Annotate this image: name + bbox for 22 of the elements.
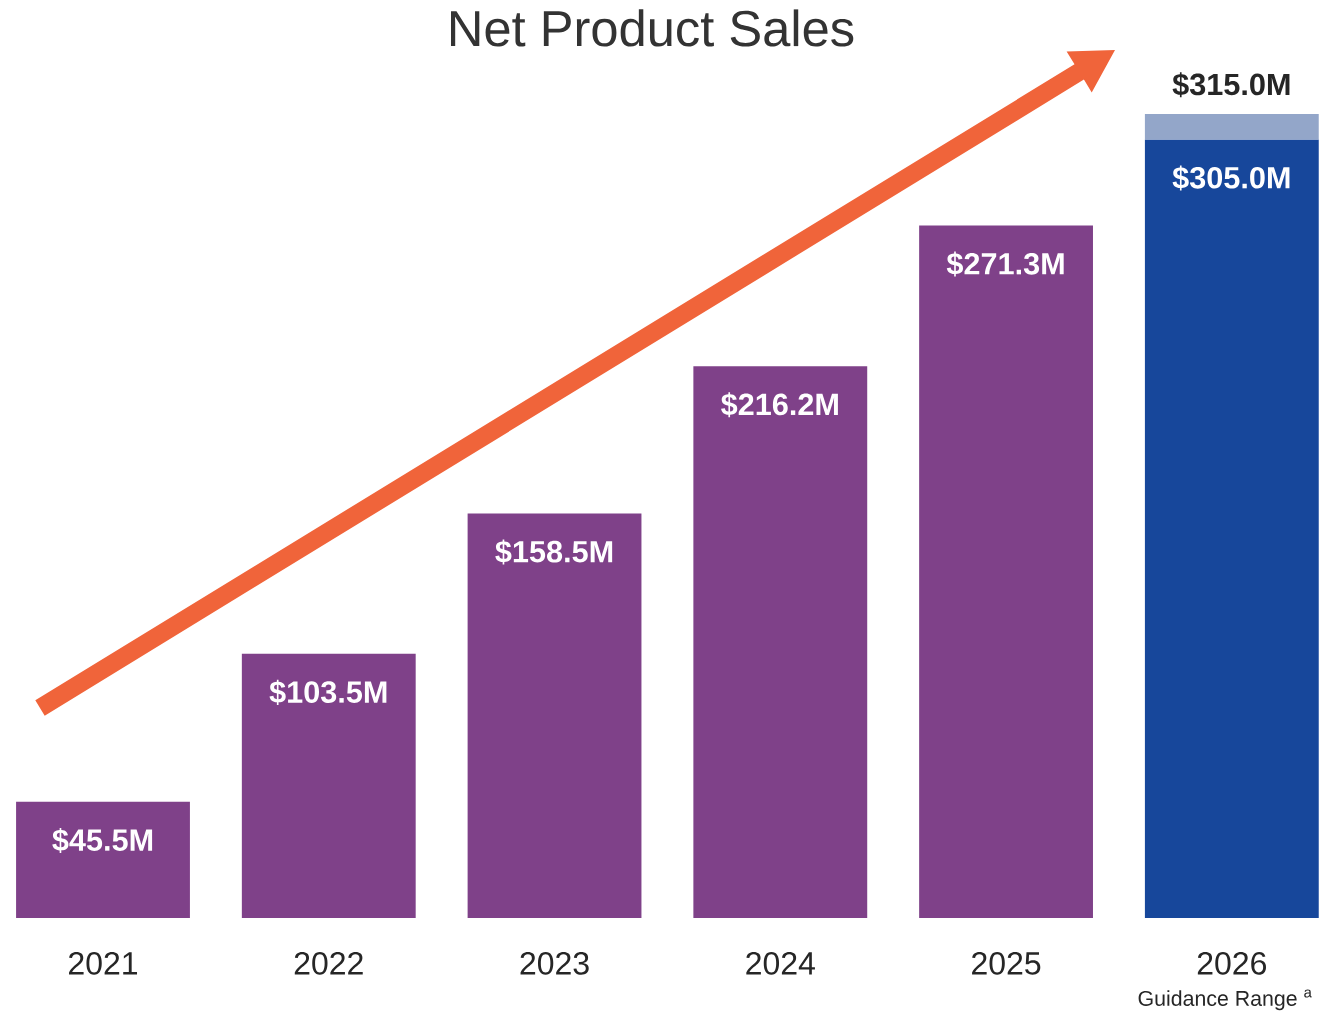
bar xyxy=(1144,113,1319,140)
bar xyxy=(241,653,416,918)
x-tick-label: 2025 xyxy=(972,952,1041,975)
x-tick-label: 2023 xyxy=(520,952,589,975)
bar xyxy=(1144,139,1319,918)
chart-title: Net Product Sales xyxy=(450,9,854,47)
bar xyxy=(693,366,868,918)
bar xyxy=(16,801,190,918)
bar xyxy=(919,225,1093,918)
x-tick-label: 2021 xyxy=(69,952,138,975)
bar xyxy=(467,513,642,918)
total-label: $315.0M xyxy=(1172,72,1290,98)
data-label: $305.0M xyxy=(1172,165,1290,191)
data-label: $158.5M xyxy=(495,539,613,565)
x-tick-label: 2026 xyxy=(1197,952,1266,975)
data-label: $103.5M xyxy=(269,679,387,705)
text: Guidance Range $^{a}$ xyxy=(1138,989,1312,1011)
x-tick-label: 2022 xyxy=(294,952,363,975)
x-tick-label: 2024 xyxy=(746,952,815,975)
data-label: $216.2M xyxy=(721,392,838,418)
data-label: $271.3M xyxy=(946,251,1064,277)
data-label: $45.5M xyxy=(52,827,153,853)
